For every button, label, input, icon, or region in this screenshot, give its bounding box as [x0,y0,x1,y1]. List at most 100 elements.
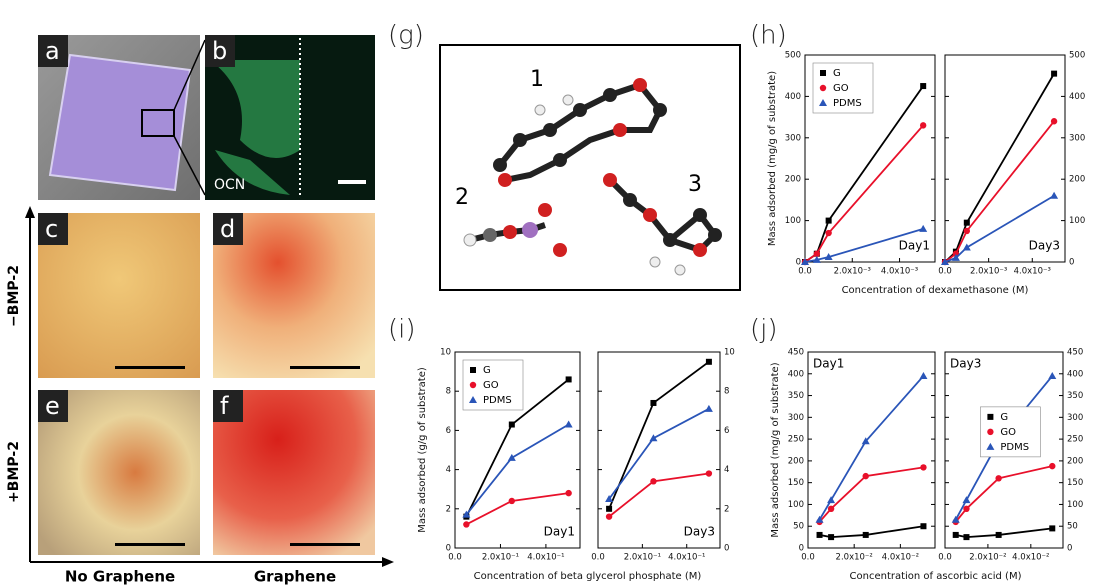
arrow-head [25,206,35,218]
series-line [955,465,1053,523]
label-bg [205,35,235,67]
y-tick-label: 0 [446,544,451,554]
legend-marker [986,442,995,450]
marker [920,523,927,530]
y-tick-label: 500 [1069,51,1085,61]
legend-label: PDMS [483,395,512,406]
marker [963,227,971,235]
x-tick-label: 2.0x10⁻¹ [624,553,661,563]
marker [812,255,821,263]
y-tick-label: 2 [446,504,451,514]
y-tick-label: 400 [788,369,804,379]
marker [1050,118,1058,125]
annotation: Day1 [813,357,844,371]
label-bg [38,213,68,245]
marker [565,376,572,383]
marker [801,258,809,265]
y-tick-label: 10 [724,348,735,358]
x-tick-label: 4.0x10⁻¹ [668,553,705,563]
series-line [804,124,924,263]
molecule-label: 1 [530,67,544,92]
y-tick-label: 350 [1067,391,1083,401]
legend-label: G [833,68,841,79]
molecule-panel: (g) 1 2 3 [388,21,741,291]
y-tick-label: 0 [724,544,729,554]
marker [564,420,573,428]
marker [649,434,658,442]
panel-label: d [220,215,235,243]
series-line [818,375,925,521]
marker [862,472,869,480]
marker [605,495,614,502]
col-label: No Graphene [65,568,175,586]
marker [963,219,970,226]
marker [605,513,613,520]
y-tick-label: 0 [1067,544,1072,554]
marker [508,421,515,428]
marker [462,510,471,518]
y-tick-label: 8 [446,387,451,397]
y-tick-label: 400 [1067,369,1083,379]
y-tick-label: 300 [785,133,801,143]
cells [210,60,300,195]
legend-marker [987,428,994,436]
marker [824,253,833,261]
y-tick-label: 400 [785,92,801,102]
series-line [955,527,1053,539]
stain-label: OCN [214,177,245,193]
y-tick-label: 250 [788,435,804,445]
marker [962,496,971,504]
y-tick-label: 4 [724,465,729,475]
scale-bar [290,543,360,546]
y-tick-label: 400 [1069,92,1085,102]
y-tick-label: 50 [1067,522,1078,532]
y-tick-label: 350 [788,391,804,401]
marker [962,243,971,251]
annotation: Day3 [684,525,715,539]
y-tick-label: 150 [788,478,804,488]
x-axis-label: Concentration of dexamethasone (M) [842,285,1029,296]
legend-label: GO [483,380,499,391]
marker [606,505,613,512]
panel-label: (h) [750,21,787,51]
x-tick-label: 0.0 [938,553,952,563]
x-tick-label: 0.0 [801,553,815,563]
molecule-label: 2 [455,185,469,210]
marker [815,515,824,523]
series-line [819,525,924,539]
series-line [944,194,1055,263]
y-tick-label: 300 [788,413,804,423]
label-bg [38,390,68,422]
marker [705,358,712,365]
y-tick-label: 0 [1069,258,1074,268]
x-tick-label: 0.0 [938,267,952,277]
y-tick-label: 6 [446,426,451,436]
zoom-line [173,135,206,196]
series-line [804,228,924,263]
y-tick-label: 150 [1067,478,1083,488]
y-tick-label: 8 [724,387,729,397]
x-tick-label: 2.0x10⁻² [836,553,873,563]
y-tick-label: 100 [788,500,804,510]
marker [816,531,823,538]
legend-marker [469,396,477,403]
marker [508,497,516,505]
y-tick-label: 2 [724,504,729,514]
marker [951,515,960,523]
atoms [463,78,722,276]
marker [827,505,835,512]
series-line [944,120,1055,263]
zoom-line [173,39,206,111]
x-tick-label: 4.0x10⁻² [1012,553,1049,563]
label-bg [38,35,68,67]
y-tick-label: 500 [785,51,801,61]
marker [920,464,927,471]
marker [861,437,870,445]
legend-marker [819,84,827,92]
x-axis-label: Concentration of beta glycerol phosphate… [474,571,702,582]
marker [919,224,928,232]
y-tick-label: 450 [1067,348,1083,358]
marker [1049,525,1056,532]
scale-bar [115,543,185,546]
